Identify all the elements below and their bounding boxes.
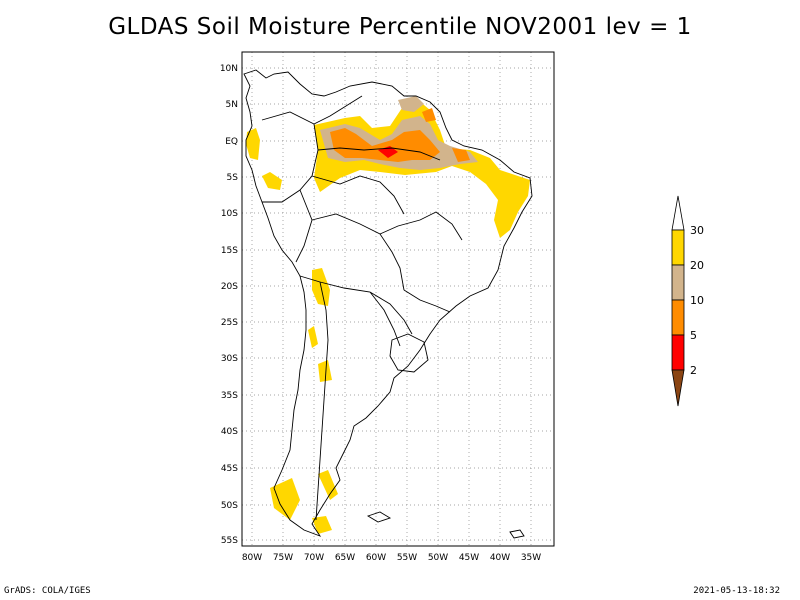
shade-20-30-chile (308, 326, 318, 348)
lon-label: 75W (273, 553, 293, 563)
lat-label: EQ (225, 137, 238, 147)
uruguay-border (389, 333, 429, 373)
percentile-shading (246, 96, 530, 534)
shade-20-30-patagonia (318, 470, 338, 500)
lat-label: 50S (221, 501, 238, 511)
legend-label: 5 (690, 329, 697, 342)
legend-label: 30 (690, 224, 704, 237)
lat-label: 55S (221, 536, 238, 546)
lon-label: 60W (366, 553, 386, 563)
shade-20-30-tierra (312, 516, 332, 534)
lat-label: 25S (221, 318, 238, 328)
shade-5-10-north (422, 108, 436, 122)
lon-label: 80W (242, 553, 262, 563)
shade-10-20-guyana (398, 96, 424, 112)
south-america-coast (243, 69, 533, 537)
lon-label: 35W (521, 553, 541, 563)
borders-central (295, 189, 463, 313)
legend-label: 10 (690, 294, 704, 307)
lon-label: 65W (335, 553, 355, 563)
shade-20-30-peru (262, 172, 282, 190)
shade-20-30-ecuador (246, 128, 260, 160)
legend-swatch-20-30 (671, 229, 685, 266)
lat-label: 10N (220, 64, 238, 74)
south-georgia (509, 529, 525, 539)
lat-label: 20S (221, 282, 238, 292)
lon-label: 55W (397, 553, 417, 563)
legend-top-arrow (671, 195, 685, 231)
lat-label: 5N (226, 100, 238, 110)
borders-north (261, 95, 441, 215)
lat-label: 10S (221, 209, 238, 219)
falklands (366, 511, 392, 523)
lat-axis: 10N 5N EQ 5S 10S 15S 20S 25S 30S 35S 40S… (220, 64, 238, 546)
legend-swatch-2-5 (671, 334, 685, 371)
legend-label: 2 (690, 364, 697, 377)
map-frame (241, 51, 555, 547)
shade-20-30-argentina (318, 360, 332, 382)
shade-20-30-south (270, 478, 300, 520)
shade-5-10-east (452, 148, 470, 162)
legend-swatch-5-10 (671, 299, 685, 336)
legend-label: 20 (690, 259, 704, 272)
shade-5-10-amazon (330, 128, 440, 162)
coastlines (243, 69, 533, 539)
lat-label: 5S (227, 173, 239, 183)
footer-credit: GrADS: COLA/IGES (4, 586, 91, 596)
legend-bottom-arrow (671, 369, 685, 407)
lat-label: 45S (221, 464, 238, 474)
legend-swatch-10-20 (671, 264, 685, 301)
map-title: GLDAS Soil Moisture Percentile NOV2001 l… (108, 14, 692, 40)
color-legend: 30 20 10 5 2 (671, 195, 704, 407)
lat-label: 15S (221, 246, 238, 256)
lat-label: 40S (221, 427, 238, 437)
footer-timestamp: 2021-05-13-18:32 (693, 586, 780, 596)
lat-label: 35S (221, 391, 238, 401)
lon-label: 50W (428, 553, 448, 563)
lon-axis: 80W 75W 70W 65W 60W 55W 50W 45W 40W 35W (242, 553, 541, 563)
lon-label: 40W (490, 553, 510, 563)
lat-label: 30S (221, 354, 238, 364)
lon-label: 70W (304, 553, 324, 563)
lon-label: 45W (459, 553, 479, 563)
